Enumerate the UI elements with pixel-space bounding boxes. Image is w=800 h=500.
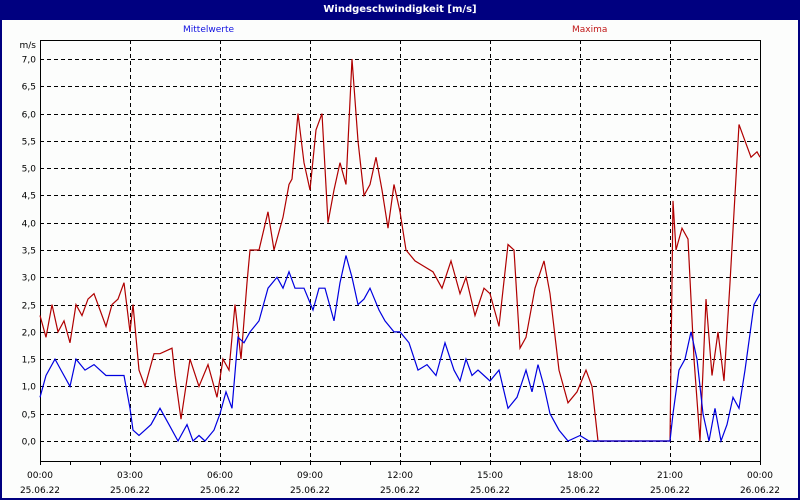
x-tick-date: 25.06.22 (290, 486, 330, 496)
series-mittelwerte-line (39, 255, 761, 444)
x-tick-date: 25.06.22 (380, 486, 420, 496)
x-tick-date: 25.06.22 (20, 486, 60, 496)
y-tick-label: 1,5 (22, 356, 36, 366)
chart-title: Windgeschwindigkeit [m/s] (0, 0, 800, 20)
x-tick-time: 03:00 (117, 471, 143, 481)
legend-mean-label: Mittelwerte (183, 25, 235, 35)
y-tick-label: 4,5 (22, 192, 36, 202)
y-unit-label: m/s (20, 41, 37, 51)
x-tick-time: 00:00 (747, 471, 773, 481)
x-tick-date: 25.06.22 (650, 486, 690, 496)
y-tick-label: 4,0 (22, 220, 37, 230)
x-tick-date: 25.06.22 (110, 486, 150, 496)
y-tick-label: 3,0 (22, 274, 37, 284)
y-tick-label: 0,0 (22, 438, 37, 448)
y-tick-label: 5,5 (22, 138, 36, 148)
x-tick-time: 00:00 (27, 471, 53, 481)
y-tick-label: 6,5 (22, 83, 36, 93)
x-tick-date: 25.06.22 (560, 486, 600, 496)
x-tick-time: 06:00 (207, 471, 233, 481)
y-tick-label: 6,0 (22, 111, 37, 121)
x-tick-date: 26.06.22 (740, 486, 780, 496)
x-tick-time: 09:00 (297, 471, 323, 481)
x-tick-date: 25.06.22 (470, 486, 510, 496)
x-tick-time: 21:00 (657, 471, 683, 481)
y-tick-label: 3,5 (22, 247, 36, 257)
y-tick-label: 1,0 (22, 383, 37, 393)
y-tick-label: 2,5 (22, 302, 36, 312)
x-tick-date: 25.06.22 (200, 486, 240, 496)
y-tick-label: 5,0 (22, 165, 37, 175)
y-tick-label: 2,0 (22, 329, 37, 339)
x-tick-time: 12:00 (387, 471, 413, 481)
y-tick-label: 0,5 (22, 411, 36, 421)
legend-max-label: Maxima (572, 25, 608, 35)
y-tick-label: 7,0 (22, 56, 37, 66)
x-tick-time: 18:00 (567, 471, 593, 481)
x-tick-time: 15:00 (477, 471, 503, 481)
